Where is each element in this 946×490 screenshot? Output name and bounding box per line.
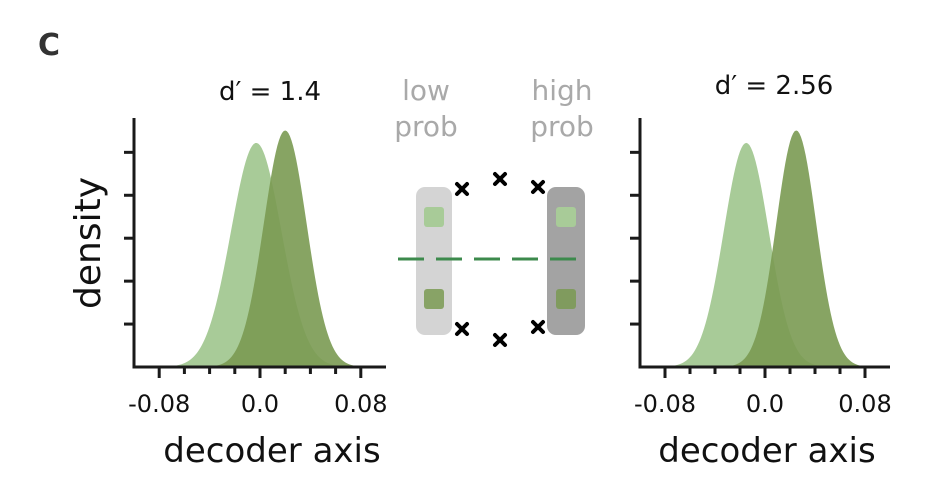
x-tick-label-right: -0.08 — [634, 390, 696, 418]
chart-left: d′ = 1.4 -0.08 0.0 0.08 density decoder ax… — [68, 77, 388, 471]
low-prob-square-bottom — [424, 289, 444, 309]
chart-title-right: d′ = 2.56 — [715, 71, 834, 101]
cross-marker — [493, 333, 507, 347]
low-prob-label-line2: prob — [394, 110, 458, 143]
chart-right: d′ = 2.56 -0.08 0.0 0.08 decoder axis — [630, 71, 892, 471]
inset-schematic: low prob high prob — [394, 74, 594, 347]
cross-marker — [531, 180, 545, 194]
x-tick-label-right: 0.0 — [746, 390, 784, 418]
high-prob-square-bottom — [556, 289, 576, 309]
x-tick-label-left: -0.08 — [128, 390, 190, 418]
x-tick-label-left: 0.08 — [334, 390, 387, 418]
cross-marker — [493, 172, 507, 186]
plot-area-left: -0.08 0.0 0.08 — [124, 118, 388, 418]
density-curve-high-right — [640, 130, 890, 367]
high-prob-square-top — [556, 207, 576, 227]
low-prob-label-line1: low — [402, 74, 450, 107]
cross-marker — [455, 182, 469, 196]
y-axis-label: density — [68, 177, 109, 309]
x-tick-label-right: 0.08 — [838, 390, 891, 418]
density-curve-low-right — [640, 142, 890, 367]
panel-letter: C — [38, 28, 61, 63]
x-tick-label-left: 0.0 — [241, 390, 279, 418]
high-prob-label-line2: prob — [530, 110, 594, 143]
x-axis-label-left: decoder axis — [163, 431, 380, 471]
x-axis-label-right: decoder axis — [658, 431, 875, 471]
chart-title-left: d′ = 1.4 — [219, 77, 321, 107]
high-prob-label-line1: high — [531, 74, 592, 107]
density-curve-high-left — [134, 130, 386, 367]
cross-marker — [531, 320, 545, 334]
cross-marker — [455, 322, 469, 336]
low-prob-square-top — [424, 207, 444, 227]
plot-area-right: -0.08 0.0 0.08 — [630, 118, 892, 418]
